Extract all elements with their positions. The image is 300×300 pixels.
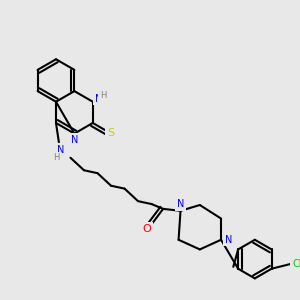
Text: N: N [94, 94, 102, 103]
Text: N: N [71, 135, 78, 145]
Text: N: N [225, 235, 232, 245]
Text: H: H [100, 91, 106, 100]
Text: N: N [57, 145, 64, 155]
Text: Cl: Cl [293, 259, 300, 269]
Text: H: H [53, 153, 59, 162]
Text: O: O [142, 224, 151, 234]
Text: S: S [107, 128, 114, 138]
Text: N: N [177, 199, 184, 209]
